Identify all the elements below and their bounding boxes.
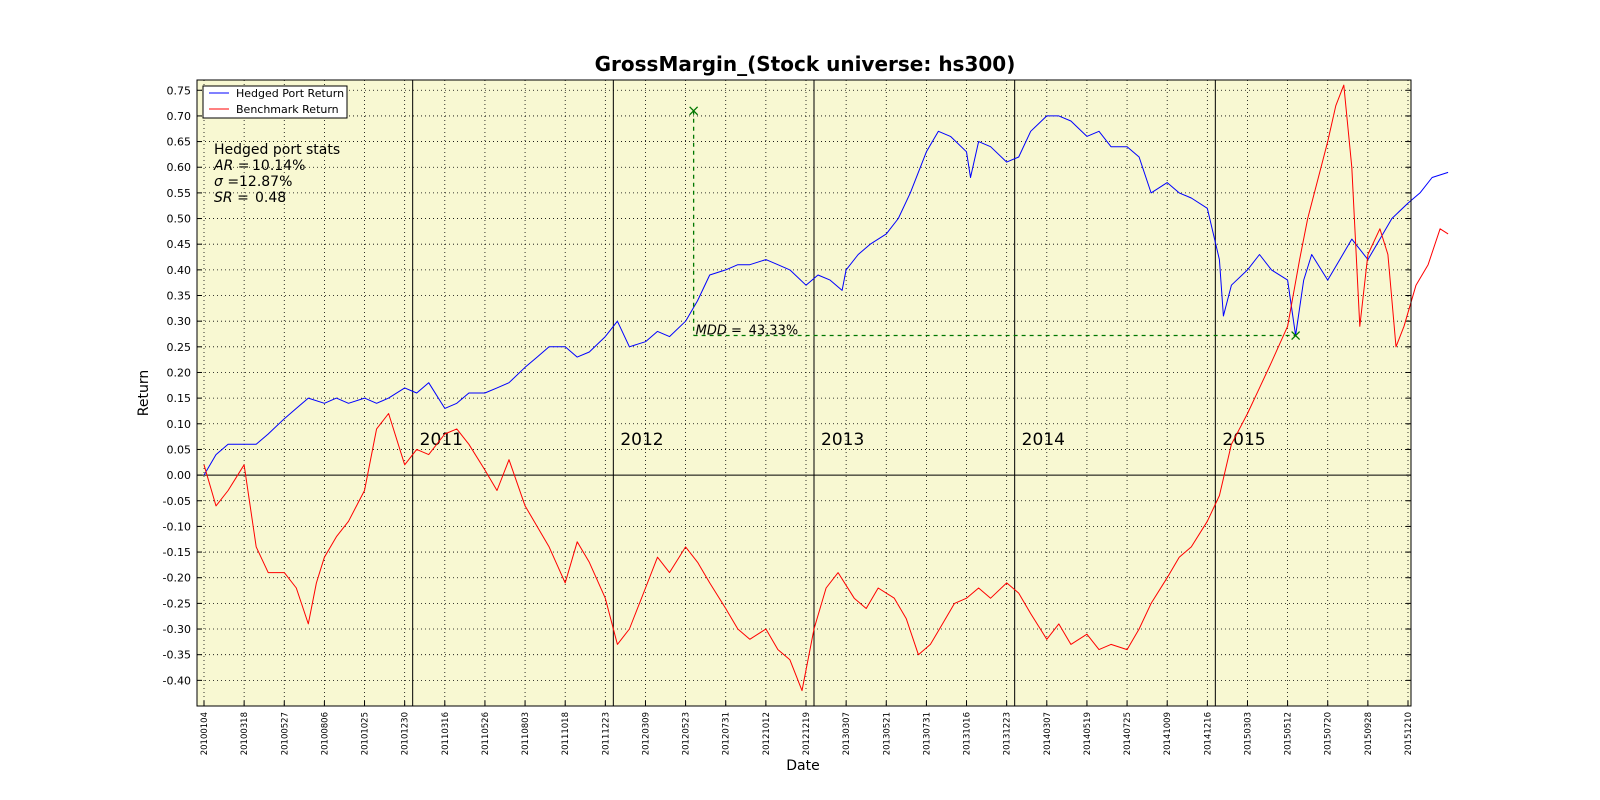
y-tick-label: -0.25 [163,597,191,610]
y-tick-label: 0.55 [167,187,192,200]
stats-sigma-value: 12.87% [239,174,292,190]
year-label: 2014 [1022,430,1065,450]
series-line-hedged [203,115,1449,476]
y-tick-label: 0.35 [167,290,192,303]
mdd-value: 43.33% [749,324,799,339]
legend-box [202,85,348,119]
grid [197,80,1411,706]
x-tick-label: 20130307 [842,712,852,755]
x-tick-label: 20150720 [1324,712,1334,755]
x-tick-label: 20151210 [1404,712,1414,755]
legend-label-benchmark: Benchmark Return [236,103,339,116]
mdd-trough-marker [1291,331,1301,340]
y-tick-label: -0.15 [163,546,191,559]
series-layer [203,84,1449,692]
x-tick-label: 20130731 [922,712,932,755]
stats-ar-value: 10.14% [252,158,305,174]
year-label: 2012 [620,430,663,450]
mdd-peak-marker [689,106,699,116]
y-axis-ticks: 0.75 0.70 0.65 0.60 0.55 0.50 0.45 0.40 0.35 0.30… [163,84,1411,687]
mdd-annotation: MDD = 43.33% [689,106,1301,340]
year-label: 2015 [1222,430,1265,450]
x-tick-label: 20110316 [441,712,451,755]
y-tick-label: 0.05 [167,443,192,456]
y-tick-label: 0.10 [167,418,192,431]
x-tick-label: 20121012 [762,712,772,755]
x-tick-label: 20141009 [1163,712,1173,755]
x-tick-label: 20120309 [641,712,651,755]
x-tick-label: 20100104 [200,712,210,755]
x-tick-label: 20150512 [1284,712,1294,755]
x-axis-label: Date [786,758,819,774]
x-tick-label: 20140307 [1043,712,1053,755]
y-tick-label: 0.75 [167,84,192,97]
stats-sigma-label: σ = [214,174,239,190]
x-tick-label: 20121219 [802,712,812,755]
x-tick-label: 20150928 [1364,712,1374,755]
y-tick-label: -0.05 [163,495,191,508]
stats-sr-label: SR = [214,190,249,206]
y-tick-label: -0.30 [163,623,191,636]
year-boundaries: 2011 2012 2013 2014 2015 [412,80,1266,706]
y-tick-label: -0.10 [163,520,191,533]
y-tick-label: -0.40 [163,674,191,687]
x-tick-label: 20131223 [1003,712,1013,755]
x-tick-label: 20101025 [361,712,371,755]
stats-sr-value: 0.48 [255,190,286,206]
y-tick-label: 0.30 [167,315,192,328]
y-tick-label: 0.00 [167,469,192,482]
stats-box: Hedged port stats AR = 10.14% σ = 12.87%… [213,142,340,206]
y-tick-label: -0.35 [163,649,191,662]
x-tick-label: 20120731 [722,712,732,755]
y-tick-label: 0.50 [167,213,192,226]
y-tick-label: 0.45 [167,238,192,251]
y-tick-label: 0.65 [167,136,192,149]
x-tick-label: 20130521 [882,712,892,755]
x-tick-label: 20110526 [481,712,491,755]
x-tick-label: 20120523 [682,712,692,755]
x-tick-label: 20140725 [1123,712,1133,755]
x-axis-ticks: 20100104 20100318 20100527 20100806 20101025… [200,701,1414,755]
year-label: 2011 [420,430,463,450]
legend-label-hedged: Hedged Port Return [236,87,344,100]
x-tick-label: 20141216 [1203,712,1213,755]
y-tick-label: -0.20 [163,572,191,585]
x-tick-label: 20111223 [601,712,611,755]
mdd-label: MDD = [696,324,742,339]
chart-title: GrossMargin_(Stock universe: hs300) [595,52,1016,76]
y-tick-label: 0.40 [167,264,192,277]
x-tick-label: 20100806 [320,712,330,755]
x-tick-label: 20100318 [240,712,250,755]
x-tick-label: 20101230 [401,712,411,755]
stats-heading: Hedged port stats [214,142,340,158]
y-tick-label: 0.20 [167,366,192,379]
y-tick-label: 0.15 [167,392,192,405]
year-label: 2013 [821,430,864,450]
y-tick-label: 0.25 [167,341,192,354]
series-line-benchmark [203,84,1449,692]
x-tick-label: 20100527 [280,712,290,755]
x-tick-label: 20110803 [521,712,531,755]
stats-ar-label: AR = [213,158,250,174]
y-tick-label: 0.70 [167,110,192,123]
x-tick-label: 20131016 [963,712,973,755]
x-tick-label: 20111018 [561,712,571,755]
plot-area [197,80,1411,706]
legend: Hedged Port Return Benchmark Return [202,85,348,119]
y-tick-label: 0.60 [167,161,192,174]
y-axis-label: Return [136,370,152,416]
plot-frame [196,79,1412,707]
x-tick-label: 20150303 [1243,712,1253,755]
x-tick-label: 20140519 [1083,712,1093,755]
